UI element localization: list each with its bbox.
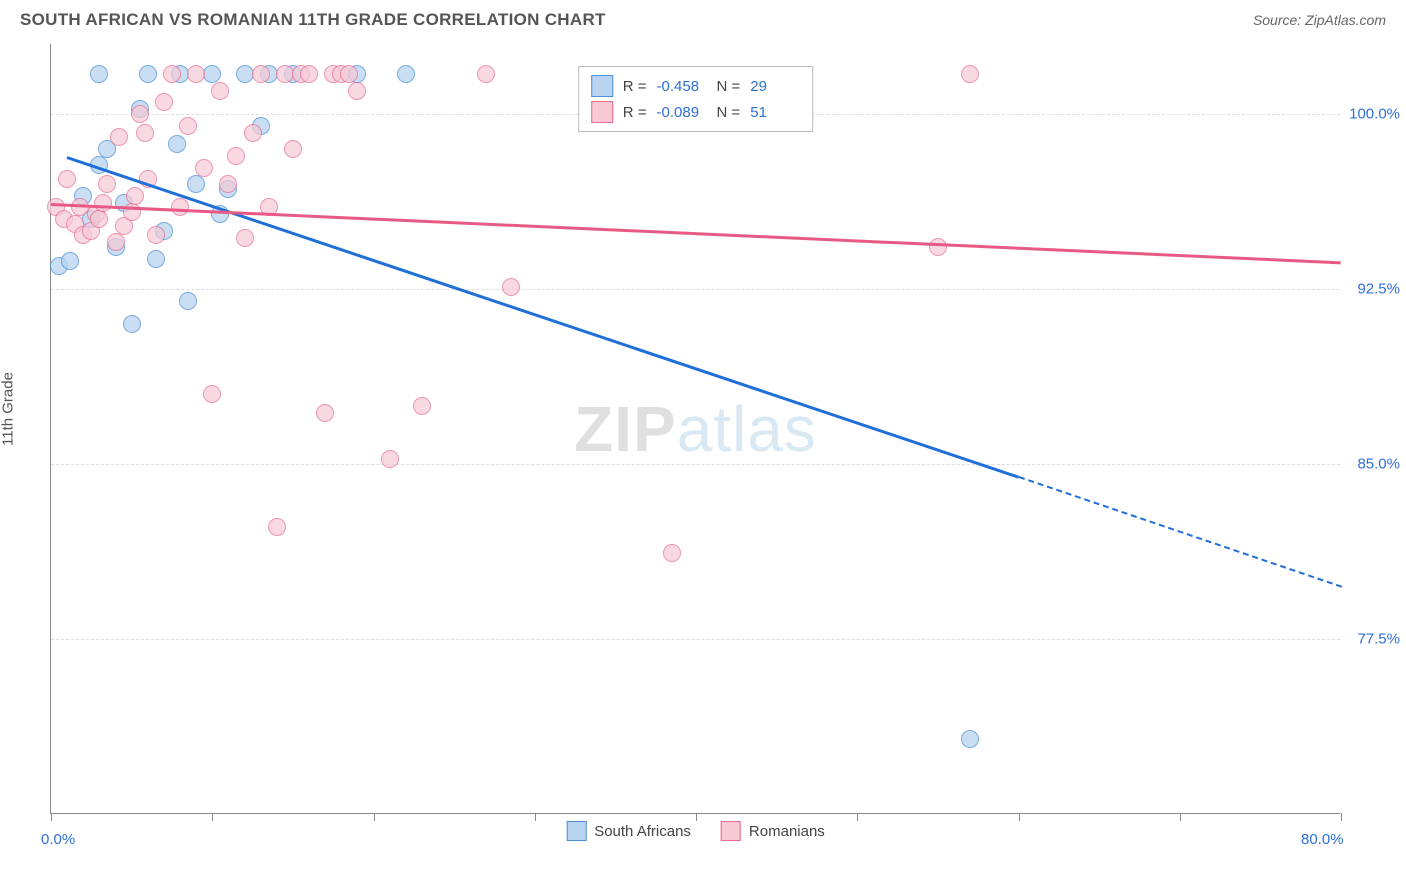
scatter-point bbox=[107, 233, 125, 251]
scatter-point bbox=[203, 385, 221, 403]
scatter-point bbox=[187, 65, 205, 83]
scatter-point bbox=[168, 135, 186, 153]
x-tick bbox=[212, 813, 213, 821]
scatter-point bbox=[252, 65, 270, 83]
x-tick bbox=[535, 813, 536, 821]
scatter-point bbox=[139, 65, 157, 83]
x-tick bbox=[1019, 813, 1020, 821]
legend-r-ro: -0.089 bbox=[657, 104, 707, 121]
x-tick bbox=[1341, 813, 1342, 821]
scatter-point bbox=[316, 404, 334, 422]
chart-title: SOUTH AFRICAN VS ROMANIAN 11TH GRADE COR… bbox=[20, 10, 606, 30]
scatter-point bbox=[155, 93, 173, 111]
y-tick-label: 77.5% bbox=[1345, 631, 1400, 648]
scatter-point bbox=[110, 128, 128, 146]
legend-n-sa: 29 bbox=[750, 78, 800, 95]
legend-item-ro: Romanians bbox=[721, 821, 825, 841]
scatter-point bbox=[348, 82, 366, 100]
y-tick-label: 85.0% bbox=[1345, 456, 1400, 473]
swatch-sa bbox=[591, 75, 613, 97]
x-tick-label: 0.0% bbox=[41, 831, 75, 848]
header-bar: SOUTH AFRICAN VS ROMANIAN 11TH GRADE COR… bbox=[0, 0, 1406, 36]
scatter-point bbox=[236, 229, 254, 247]
scatter-point bbox=[284, 140, 302, 158]
gridline-h bbox=[51, 464, 1340, 465]
series-legend: South Africans Romanians bbox=[566, 821, 825, 841]
scatter-point bbox=[90, 210, 108, 228]
legend-label-ro: Romanians bbox=[749, 823, 825, 840]
legend-r-sa: -0.458 bbox=[657, 78, 707, 95]
scatter-point bbox=[211, 82, 229, 100]
trend-line bbox=[67, 156, 1019, 478]
scatter-point bbox=[179, 292, 197, 310]
legend-item-sa: South Africans bbox=[566, 821, 691, 841]
scatter-point bbox=[147, 250, 165, 268]
scatter-point bbox=[58, 170, 76, 188]
scatter-point bbox=[381, 450, 399, 468]
x-tick bbox=[51, 813, 52, 821]
scatter-point bbox=[502, 278, 520, 296]
scatter-point bbox=[397, 65, 415, 83]
x-tick-label: 80.0% bbox=[1301, 831, 1344, 848]
scatter-point bbox=[90, 65, 108, 83]
scatter-point bbox=[195, 159, 213, 177]
scatter-point bbox=[171, 198, 189, 216]
swatch-sa-icon bbox=[566, 821, 586, 841]
chart-container: ZIPatlas R = -0.458 N = 29 R = -0.089 N … bbox=[50, 44, 1396, 872]
scatter-point bbox=[340, 65, 358, 83]
y-tick-label: 100.0% bbox=[1345, 106, 1400, 123]
scatter-point bbox=[147, 226, 165, 244]
scatter-point bbox=[227, 147, 245, 165]
scatter-point bbox=[203, 65, 221, 83]
scatter-point bbox=[961, 65, 979, 83]
legend-label-sa: South Africans bbox=[594, 823, 691, 840]
x-tick bbox=[1180, 813, 1181, 821]
plot-area: ZIPatlas R = -0.458 N = 29 R = -0.089 N … bbox=[50, 44, 1340, 814]
scatter-point bbox=[929, 238, 947, 256]
y-tick-label: 92.5% bbox=[1345, 281, 1400, 298]
scatter-point bbox=[187, 175, 205, 193]
x-tick bbox=[696, 813, 697, 821]
scatter-point bbox=[219, 175, 237, 193]
scatter-point bbox=[98, 175, 116, 193]
scatter-point bbox=[163, 65, 181, 83]
gridline-h bbox=[51, 639, 1340, 640]
correlation-legend: R = -0.458 N = 29 R = -0.089 N = 51 bbox=[578, 66, 814, 132]
legend-r-label: R = bbox=[623, 104, 647, 121]
x-tick bbox=[374, 813, 375, 821]
legend-row-sa: R = -0.458 N = 29 bbox=[591, 73, 801, 99]
scatter-point bbox=[663, 544, 681, 562]
swatch-ro bbox=[591, 101, 613, 123]
scatter-point bbox=[244, 124, 262, 142]
legend-n-ro: 51 bbox=[750, 104, 800, 121]
watermark: ZIPatlas bbox=[574, 392, 817, 466]
legend-row-ro: R = -0.089 N = 51 bbox=[591, 99, 801, 125]
scatter-point bbox=[413, 397, 431, 415]
scatter-point bbox=[126, 187, 144, 205]
scatter-point bbox=[94, 194, 112, 212]
gridline-h bbox=[51, 289, 1340, 290]
trend-line-extrapolated bbox=[1018, 476, 1341, 588]
legend-r-label: R = bbox=[623, 78, 647, 95]
watermark-zip: ZIP bbox=[574, 393, 677, 465]
scatter-point bbox=[136, 124, 154, 142]
scatter-point bbox=[477, 65, 495, 83]
swatch-ro-icon bbox=[721, 821, 741, 841]
scatter-point bbox=[61, 252, 79, 270]
x-tick bbox=[857, 813, 858, 821]
scatter-point bbox=[131, 105, 149, 123]
scatter-point bbox=[300, 65, 318, 83]
source-attribution: Source: ZipAtlas.com bbox=[1253, 12, 1386, 28]
legend-n-label: N = bbox=[717, 104, 741, 121]
scatter-point bbox=[123, 315, 141, 333]
scatter-point bbox=[268, 518, 286, 536]
y-axis-label: 11th Grade bbox=[0, 372, 17, 446]
scatter-point bbox=[179, 117, 197, 135]
legend-n-label: N = bbox=[717, 78, 741, 95]
scatter-point bbox=[961, 730, 979, 748]
